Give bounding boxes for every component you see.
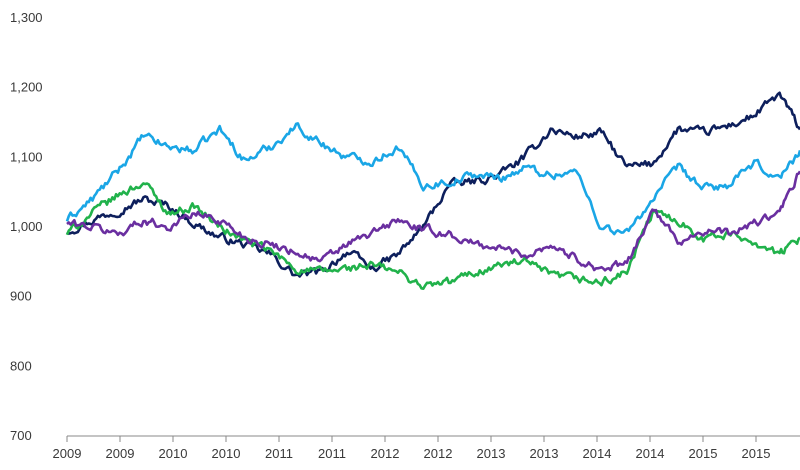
x-tick-label: 2012 (371, 446, 400, 461)
x-tick-label: 2013 (530, 446, 559, 461)
y-axis: 700 800 900 1,000 1,100 1,200 1,300 (10, 10, 43, 443)
y-tick-label: 1,100 (10, 149, 43, 164)
series-line-1 (66, 91, 800, 278)
x-axis: 2009 2009 2010 2010 2011 2011 2012 2012 2013 2013… (53, 435, 800, 461)
y-tick-label: 1,200 (10, 80, 43, 95)
x-tick-label: 2009 (53, 446, 82, 461)
x-tick-label: 2009 (106, 446, 135, 461)
x-tick-label: 2010 (159, 446, 188, 461)
y-tick-label: 800 (10, 358, 32, 373)
x-tick-label: 2013 (477, 446, 506, 461)
x-tick-label: 2015 (742, 446, 771, 461)
y-tick-label: 1,000 (10, 219, 43, 234)
y-tick-label: 1,300 (10, 10, 43, 25)
x-tick-label: 2014 (636, 446, 665, 461)
series-line-2 (65, 122, 800, 236)
x-tick-label: 2014 (583, 446, 612, 461)
series-line-4 (66, 170, 800, 272)
x-tick-label: 2015 (689, 446, 718, 461)
x-tick-label: 2011 (265, 446, 293, 461)
series-line-3 (65, 182, 800, 290)
x-tick-label: 2010 (212, 446, 241, 461)
series-layer (65, 91, 800, 290)
x-tick-label: 2011 (318, 446, 346, 461)
y-tick-label: 700 (10, 428, 32, 443)
x-tick-label: 2012 (424, 446, 453, 461)
y-tick-label: 900 (10, 289, 32, 304)
